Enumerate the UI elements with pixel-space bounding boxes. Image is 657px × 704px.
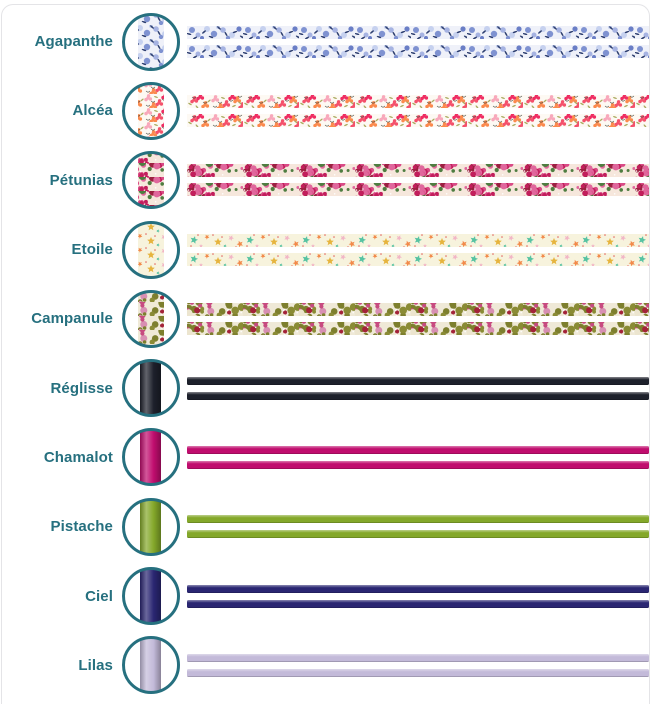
swatch-row-lilas[interactable]: Lilas xyxy=(2,631,649,700)
swatch-row-petunias[interactable]: Pétunias xyxy=(2,146,649,215)
swatch-label: Réglisse xyxy=(50,379,113,397)
swatch-row-campanule[interactable]: Campanule xyxy=(2,284,649,353)
strip-bottom xyxy=(187,530,649,539)
strip-top xyxy=(187,164,649,178)
swatch-circle[interactable] xyxy=(120,149,182,211)
strip-top xyxy=(187,584,649,593)
swatch-circle[interactable] xyxy=(120,634,182,696)
strip-top xyxy=(187,233,649,247)
strip-top xyxy=(187,653,649,662)
swatch-circle[interactable] xyxy=(120,496,182,558)
swatch-selector-page: { "theme": { "accent": "#26707f", "card_… xyxy=(1,4,650,704)
swatch-label: Lilas xyxy=(78,656,113,674)
strip-top xyxy=(187,515,649,524)
strip-preview xyxy=(187,94,649,127)
strip-preview xyxy=(187,25,649,58)
swatch-circle[interactable] xyxy=(120,565,182,627)
strip-preview xyxy=(187,302,649,335)
strip-top xyxy=(187,94,649,108)
strip-preview xyxy=(187,653,649,677)
strip-top xyxy=(187,302,649,316)
swatch-label: Pistache xyxy=(50,518,113,536)
swatch-label: Alcéa xyxy=(72,102,113,120)
swatch-row-pistache[interactable]: Pistache xyxy=(2,492,649,561)
strip-bottom xyxy=(187,668,649,677)
strip-bottom xyxy=(187,460,649,469)
swatch-label: Campanule xyxy=(31,310,113,328)
strip-top xyxy=(187,25,649,39)
swatch-circle[interactable] xyxy=(120,219,182,281)
strip-bottom xyxy=(187,44,649,58)
strip-bottom xyxy=(187,113,649,127)
strip-bottom xyxy=(187,599,649,608)
swatch-label: Etoile xyxy=(71,241,113,259)
swatch-row-agapanthe[interactable]: Agapanthe xyxy=(2,7,649,76)
strip-bottom xyxy=(187,391,649,400)
swatch-circle[interactable] xyxy=(120,11,182,73)
strip-preview xyxy=(187,164,649,197)
strip-bottom xyxy=(187,183,649,197)
swatch-row-ciel[interactable]: Ciel xyxy=(2,561,649,630)
swatch-row-etoile[interactable]: Etoile xyxy=(2,215,649,284)
swatch-list-card: Agapanthe Alcéa Pétunias xyxy=(1,4,650,704)
swatch-row-reglisse[interactable]: Réglisse xyxy=(2,353,649,422)
strip-bottom xyxy=(187,321,649,335)
swatch-row-alcea[interactable]: Alcéa xyxy=(2,76,649,145)
swatch-label: Ciel xyxy=(85,587,113,605)
strip-preview xyxy=(187,233,649,266)
strip-preview xyxy=(187,376,649,400)
strip-preview xyxy=(187,515,649,539)
swatch-label: Pétunias xyxy=(49,171,113,189)
swatch-label: Chamalot xyxy=(43,448,113,466)
swatch-circle[interactable] xyxy=(120,80,182,142)
swatch-list: Agapanthe Alcéa Pétunias xyxy=(2,7,649,700)
swatch-circle[interactable] xyxy=(120,357,182,419)
strip-top xyxy=(187,376,649,385)
swatch-circle[interactable] xyxy=(120,426,182,488)
swatch-label: Agapanthe xyxy=(34,33,113,51)
swatch-row-chamalot[interactable]: Chamalot xyxy=(2,423,649,492)
swatch-circle[interactable] xyxy=(120,288,182,350)
strip-preview xyxy=(187,584,649,608)
strip-top xyxy=(187,445,649,454)
strip-preview xyxy=(187,445,649,469)
strip-bottom xyxy=(187,252,649,266)
